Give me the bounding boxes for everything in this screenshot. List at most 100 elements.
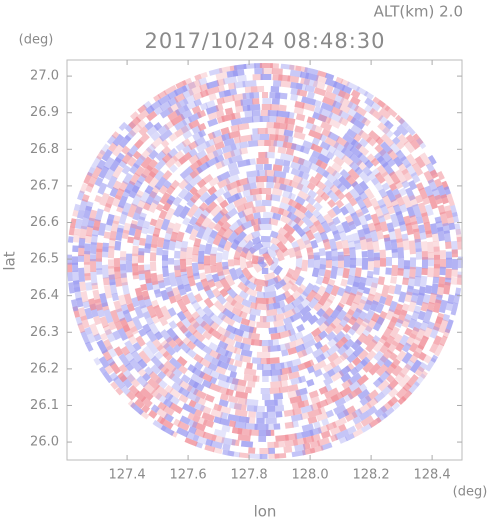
echo-cell — [149, 218, 158, 227]
echo-cell — [228, 167, 240, 177]
echo-cell — [131, 315, 143, 331]
echo-cell — [301, 215, 315, 229]
echo-cell — [320, 442, 333, 452]
echo-cell — [383, 237, 392, 251]
echo-cell — [305, 202, 316, 214]
echo-cell — [160, 218, 171, 231]
echo-cell — [426, 241, 434, 254]
echo-cell — [323, 376, 334, 387]
echo-cell — [76, 322, 86, 334]
echo-cell — [216, 293, 227, 305]
echo-cell — [202, 305, 215, 319]
echo-cell — [134, 199, 146, 215]
echo-cell — [148, 409, 158, 419]
echo-cell — [131, 296, 140, 308]
echo-cell — [199, 320, 215, 335]
echo-cell — [274, 92, 288, 100]
echo-cell — [150, 404, 160, 414]
echo-cell — [299, 232, 311, 246]
echo-cell — [239, 416, 250, 424]
echo-cell — [432, 276, 440, 284]
echo-cell — [188, 154, 200, 165]
echo-cell — [148, 199, 160, 214]
echo-cell — [153, 288, 162, 298]
echo-cell — [451, 258, 459, 270]
echo-cell — [280, 349, 289, 357]
echo-cell — [364, 213, 373, 222]
echo-cell — [307, 314, 319, 325]
echo-cell — [293, 216, 305, 227]
echo-cell — [182, 130, 193, 140]
echo-cell — [297, 360, 312, 371]
echo-cell — [348, 197, 358, 207]
echo-cell — [294, 343, 306, 353]
echo-cell — [248, 453, 263, 459]
echo-cell — [210, 265, 218, 274]
echo-cell — [349, 247, 357, 260]
echo-cell — [98, 142, 110, 156]
echo-cell — [165, 286, 175, 298]
echo-cell — [259, 63, 273, 69]
echo-cell — [81, 193, 90, 203]
echo-cell — [282, 223, 296, 235]
echo-cell — [233, 384, 246, 393]
echo-cell — [280, 302, 296, 314]
echo-cell — [302, 442, 311, 451]
echo-cell — [315, 312, 330, 327]
echo-cell — [308, 390, 319, 399]
echo-cell — [194, 408, 203, 418]
echo-cell — [254, 67, 264, 75]
echo-cell — [168, 239, 177, 251]
echo-cell — [415, 216, 424, 225]
echo-cell — [339, 352, 349, 362]
echo-cell — [318, 247, 326, 257]
echo-cell — [320, 102, 334, 113]
echo-cell — [90, 234, 98, 246]
echo-cell — [259, 447, 270, 455]
echo-cell — [398, 334, 410, 347]
echo-cell — [121, 281, 130, 295]
echo-cell — [276, 110, 290, 118]
echo-cell — [395, 140, 405, 150]
echo-cell — [436, 170, 446, 181]
echo-cell — [224, 274, 236, 287]
echo-cell — [315, 75, 328, 85]
echo-cell — [214, 160, 226, 170]
echo-cell — [206, 236, 215, 245]
echo-cell — [270, 63, 280, 69]
echo-cell — [199, 404, 212, 415]
echo-cell — [240, 317, 251, 327]
echo-cell — [90, 242, 97, 255]
echo-cell — [179, 415, 191, 425]
echo-cell — [340, 372, 352, 383]
echo-cell — [381, 171, 395, 187]
echo-cell — [140, 156, 153, 170]
echo-cell — [229, 370, 238, 379]
echo-cell — [123, 369, 136, 383]
echo-cell — [257, 169, 267, 177]
echo-cell — [368, 107, 384, 121]
echo-cell — [203, 297, 215, 309]
echo-cell — [140, 283, 148, 292]
echo-cell — [227, 162, 238, 171]
echo-cell — [169, 164, 178, 173]
echo-cell — [268, 447, 276, 454]
echo-cell — [341, 220, 352, 234]
echo-cell — [274, 158, 284, 166]
echo-cell — [233, 245, 243, 261]
echo-cell — [361, 325, 373, 338]
echo-cell — [274, 452, 287, 459]
echo-cell — [378, 188, 388, 199]
echo-cell — [240, 349, 253, 358]
echo-cell — [391, 333, 403, 347]
echo-cell — [103, 308, 114, 324]
echo-cell — [352, 345, 365, 358]
echo-cell — [240, 116, 254, 124]
echo-cell — [335, 240, 344, 250]
echo-cell — [111, 292, 120, 302]
echo-cell — [291, 295, 305, 308]
echo-cell — [126, 144, 139, 158]
echo-cell — [366, 349, 377, 361]
echo-cell — [112, 180, 122, 191]
echo-cell — [335, 199, 345, 209]
